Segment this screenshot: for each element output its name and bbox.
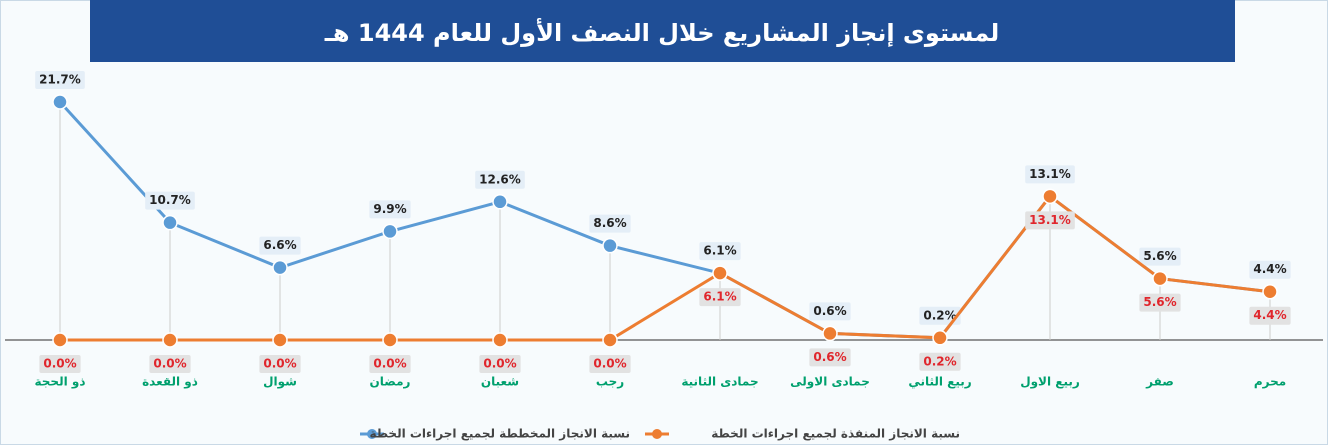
- legend-label: نسبة الانجاز المنفذة لجميع اجراءات الخطة: [711, 427, 960, 441]
- label-bg: [1025, 165, 1075, 184]
- label-bg: [145, 191, 195, 210]
- data-label: 0.0%: [373, 357, 406, 371]
- series-line: [60, 194, 1271, 342]
- x-tick-label: ربيع الثاني: [908, 375, 971, 389]
- label-bg: [699, 288, 741, 307]
- label-bg: [1139, 247, 1181, 266]
- point: [52, 94, 68, 110]
- chart-title: لمستوى إنجاز المشاريع خلال النصف الأول ل…: [324, 18, 1000, 47]
- label-bg: [589, 355, 631, 373]
- point: [712, 265, 728, 281]
- point: [822, 325, 838, 342]
- data-label: 13.1%: [1029, 167, 1071, 181]
- label-bg: [919, 352, 961, 371]
- x-tick-label: ذو الحجة: [35, 375, 86, 390]
- data-label: 4.4%: [1253, 262, 1286, 276]
- point: [602, 332, 618, 348]
- data-label: 0.6%: [813, 350, 846, 364]
- data-label: 0.0%: [263, 357, 296, 371]
- point: [932, 330, 948, 346]
- label-bg: [589, 214, 631, 233]
- x-tick-label: محرم: [1254, 375, 1286, 390]
- point: [272, 259, 288, 276]
- label-bg: [699, 242, 741, 261]
- legend-label: نسبة الانجاز المخططة لجميع اجراءات الخطة: [369, 427, 630, 441]
- data-label: 6.6%: [263, 238, 296, 252]
- label-bg: [369, 355, 411, 373]
- label-bg: [35, 71, 85, 89]
- data-label: 21.7%: [39, 73, 81, 87]
- point: [52, 332, 68, 348]
- title-banner: [90, 0, 1235, 62]
- point: [382, 332, 398, 348]
- point: [272, 332, 288, 348]
- point: [382, 223, 398, 240]
- legend-swatch: [652, 429, 662, 439]
- data-label: 13.1%: [1029, 213, 1071, 227]
- data-label: 0.2%: [923, 308, 956, 322]
- data-label: 0.2%: [923, 354, 956, 368]
- data-label: 6.1%: [703, 290, 736, 304]
- label-bg: [475, 170, 525, 189]
- data-label: 5.6%: [1143, 295, 1176, 309]
- label-bg: [259, 236, 301, 255]
- label-bg: [809, 302, 851, 321]
- data-label: 4.4%: [1253, 308, 1286, 322]
- point: [492, 194, 508, 210]
- label-bg: [1025, 211, 1075, 230]
- data-label: 0.0%: [483, 357, 516, 371]
- label-bg: [809, 348, 851, 367]
- point: [162, 332, 178, 348]
- point: [1262, 283, 1278, 300]
- point: [1042, 188, 1058, 205]
- x-tick-label: جمادى الثانية: [681, 375, 758, 389]
- x-tick-label: جمادى الاولى: [790, 375, 870, 390]
- point: [492, 332, 508, 348]
- data-label: 6.1%: [703, 244, 736, 258]
- label-bg: [1249, 306, 1291, 325]
- legend-swatch: [367, 429, 377, 439]
- data-label: 9.9%: [373, 202, 406, 216]
- data-label: 0.0%: [43, 357, 76, 371]
- label-bg: [479, 355, 521, 373]
- point: [162, 214, 178, 231]
- x-tick-label: ذو القعدة: [142, 375, 198, 390]
- x-tick-label: شوال: [263, 375, 297, 390]
- point: [602, 237, 618, 254]
- data-label: 0.0%: [153, 357, 186, 371]
- x-tick-label: صفر: [1145, 375, 1174, 389]
- data-label: 12.6%: [479, 172, 521, 186]
- point: [1152, 270, 1168, 287]
- label-bg: [39, 355, 81, 373]
- label-bg: [149, 355, 191, 373]
- data-label: 10.7%: [149, 193, 191, 207]
- x-tick-label: ربيع الاول: [1020, 375, 1080, 390]
- label-bg: [919, 306, 961, 325]
- data-label: 0.6%: [813, 304, 846, 318]
- data-label: 8.6%: [593, 216, 626, 230]
- label-bg: [369, 200, 411, 219]
- data-label: 0.0%: [593, 357, 626, 371]
- label-bg: [259, 355, 301, 373]
- x-tick-label: رمضان: [370, 375, 411, 389]
- x-tick-label: شعبان: [481, 375, 519, 389]
- label-bg: [1249, 260, 1291, 279]
- x-tick-label: رجب: [596, 375, 624, 389]
- data-label: 5.6%: [1143, 249, 1176, 263]
- label-bg: [1139, 293, 1181, 312]
